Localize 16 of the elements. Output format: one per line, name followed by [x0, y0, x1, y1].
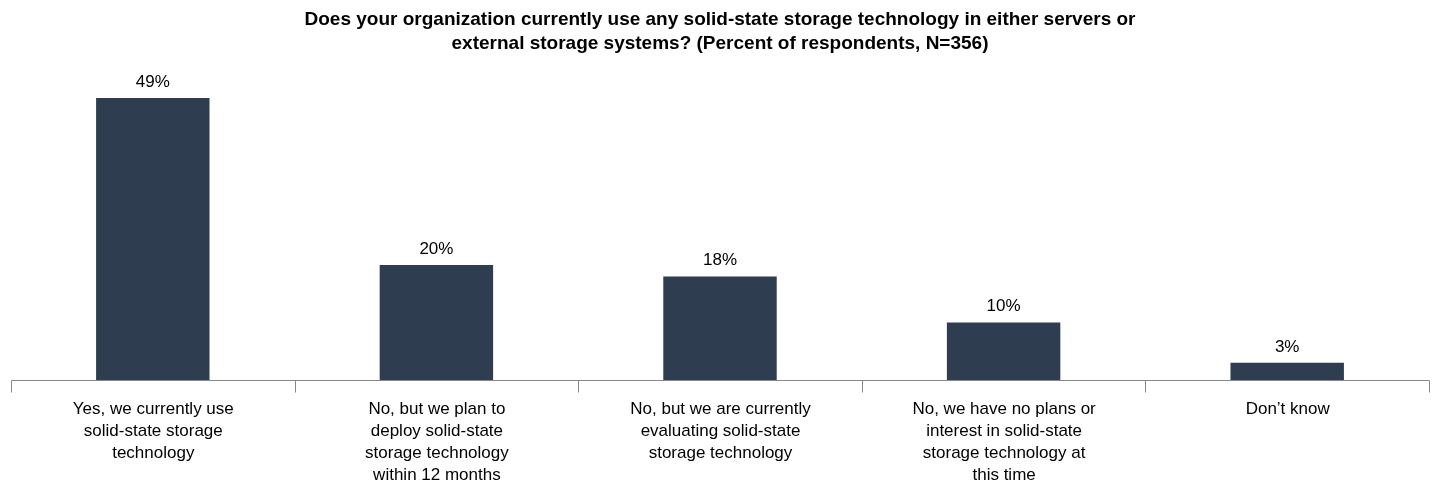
bar	[663, 276, 777, 380]
data-label: 18%	[702, 250, 738, 270]
bar	[379, 264, 494, 380]
x-tick-label: Yes, we currently use solid-state storage technology	[72, 398, 234, 462]
bar	[946, 322, 1061, 380]
bar	[1230, 362, 1344, 380]
chart-title: Does your organization currently use any solid-state storage technology in either servers or external storage systems? (Percent of respondents, N=356)	[304, 8, 1137, 53]
x-tick-label: Don’t know	[1245, 398, 1331, 418]
x-tick-label: No, but we plan to deploy solid-state storage technology within 12 months	[365, 398, 510, 484]
data-label: 20%	[419, 238, 454, 258]
data-label: 49%	[135, 72, 170, 91]
data-label: 3%	[1274, 336, 1300, 356]
bar	[96, 98, 210, 380]
x-tick-label: No, but we are currently evaluating solid-state storage technology	[630, 398, 812, 462]
x-tick-label: No, we have no plans or interest in solid-state storage technology at this time	[912, 398, 1097, 484]
data-label: 10%	[986, 296, 1021, 316]
